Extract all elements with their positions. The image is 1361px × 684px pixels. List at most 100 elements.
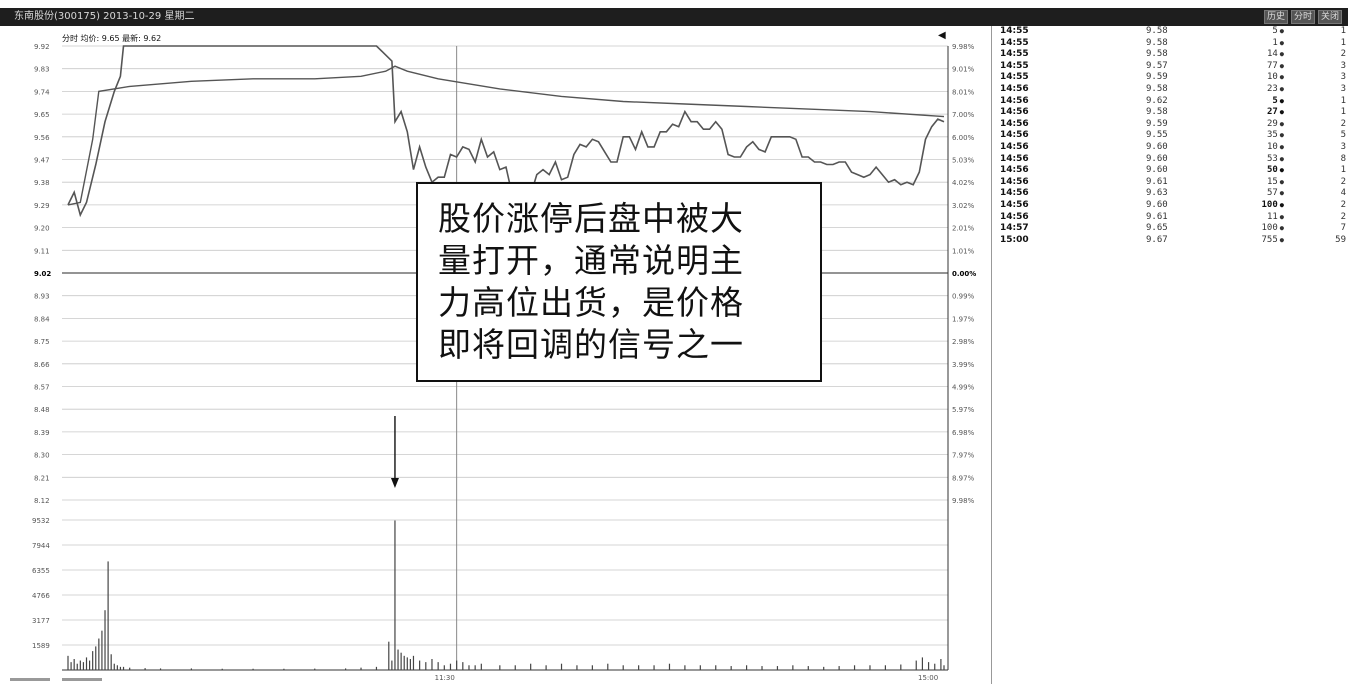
tick-count: 59	[1335, 234, 1346, 245]
tick-row: 15:00 9.67 755 ● 59	[996, 235, 1354, 247]
annotation-line: 量打开，通常说明主	[438, 241, 744, 280]
tick-count: 2	[1340, 118, 1346, 129]
percent-tick-label: 7.97%	[952, 452, 975, 460]
tick-count: 4	[1340, 188, 1346, 199]
tick-row: 14:56 9.63 57 ● 4	[996, 188, 1354, 200]
price-tick-label: 9.11	[34, 247, 50, 255]
volume-tick-label: 6355	[32, 567, 50, 575]
percent-tick-label: 2.01%	[952, 225, 975, 233]
tick-row: 14:55 9.58 5 ● 1	[996, 26, 1354, 38]
tick-volume: 10 ●	[1234, 142, 1284, 154]
tick-trades-list[interactable]: 14:55 9.58 5 ● 1 14:55 9.58 1 ● 1 14:55 9.58 14 ● 2 14:…	[996, 26, 1354, 366]
tick-time: 15:00	[1000, 234, 1029, 245]
tick-price: 9.59	[1146, 72, 1168, 83]
tick-count: 7	[1340, 223, 1346, 234]
percent-tick-label: 1.97%	[952, 315, 975, 323]
percent-tick-label: 9.01%	[952, 66, 975, 74]
tick-row: 14:56 9.60 10 ● 3	[996, 142, 1354, 154]
price-tick-label: 8.93	[34, 293, 50, 301]
tick-volume-value: 23	[1266, 83, 1278, 94]
tick-volume-value: 5	[1272, 95, 1278, 106]
percent-tick-label: 0.99%	[952, 293, 975, 301]
volume-tick-label: 7944	[32, 542, 50, 550]
percent-tick-label: 6.00%	[952, 134, 975, 142]
volume-tick-label: 1589	[32, 642, 50, 650]
tick-volume: 77 ●	[1234, 61, 1284, 73]
trade-side-icon: ●	[1279, 38, 1284, 47]
tick-price: 9.58	[1146, 83, 1168, 94]
tick-volume: 50 ●	[1234, 165, 1284, 177]
tick-volume-value: 14	[1266, 49, 1278, 60]
tick-volume: 1 ●	[1234, 38, 1284, 50]
tick-volume-value: 77	[1266, 60, 1278, 71]
tick-price: 9.58	[1146, 49, 1168, 60]
price-tick-label: 9.65	[34, 111, 50, 119]
tick-price: 9.65	[1146, 223, 1168, 234]
percent-tick-label: 6.98%	[952, 429, 975, 437]
tick-time: 14:56	[1000, 130, 1029, 141]
price-tick-label: 9.20	[34, 225, 50, 233]
tick-time: 14:56	[1000, 188, 1029, 199]
trade-side-icon: ●	[1279, 142, 1284, 151]
tick-row: 14:55 9.57 77 ● 3	[996, 61, 1354, 73]
tick-count: 2	[1340, 49, 1346, 60]
tick-volume-value: 11	[1266, 211, 1278, 222]
trade-side-icon: ●	[1279, 73, 1284, 82]
tick-volume: 100 ●	[1234, 223, 1284, 235]
tick-row: 14:57 9.65 100 ● 7	[996, 223, 1354, 235]
tick-time: 14:57	[1000, 223, 1029, 234]
tick-price: 9.60	[1146, 141, 1168, 152]
tick-count: 8	[1340, 153, 1346, 164]
price-tick-label: 9.83	[34, 66, 50, 74]
tick-volume: 11 ●	[1234, 212, 1284, 224]
tick-row: 14:56 9.60 53 ● 8	[996, 154, 1354, 166]
tick-time: 14:55	[1000, 72, 1029, 83]
price-tick-label: 9.56	[34, 134, 50, 142]
tick-row: 14:55 9.58 1 ● 1	[996, 38, 1354, 50]
tick-time: 14:56	[1000, 118, 1029, 129]
tick-time: 14:55	[1000, 60, 1029, 71]
history-button[interactable]: 历史	[1264, 10, 1288, 24]
price-tick-label: 8.12	[34, 497, 50, 505]
status-segment	[62, 678, 102, 681]
tick-count: 1	[1340, 95, 1346, 106]
window-controls: 历史 分时 关闭	[1264, 10, 1342, 24]
left-arrow-icon[interactable]: ◀	[938, 30, 946, 41]
tick-time: 14:55	[1000, 26, 1029, 36]
annotation-arrow-head	[390, 478, 399, 488]
tick-row: 14:56 9.60 100 ● 2	[996, 200, 1354, 212]
tick-price: 9.61	[1146, 176, 1168, 187]
trade-side-icon: ●	[1279, 84, 1284, 93]
tick-volume: 53 ●	[1234, 154, 1284, 166]
volume-tick-label: 4766	[32, 592, 50, 600]
price-tick-label: 9.74	[34, 88, 50, 96]
percent-tick-label: 2.98%	[952, 338, 975, 346]
trade-side-icon: ●	[1279, 177, 1284, 186]
average-price-line	[67, 65, 945, 206]
tick-volume: 755 ●	[1234, 235, 1284, 247]
window-titlebar: 东南股份(300175) 2013-10-29 星期二 历史 分时 关闭	[0, 8, 1348, 26]
tick-volume: 14 ●	[1234, 49, 1284, 61]
tick-count: 3	[1340, 83, 1346, 94]
tick-price: 9.55	[1146, 130, 1168, 141]
percent-tick-label: 5.03%	[952, 157, 975, 165]
tick-volume-value: 35	[1266, 130, 1278, 141]
tick-count: 3	[1340, 141, 1346, 152]
tick-volume: 100 ●	[1234, 200, 1284, 212]
trade-side-icon: ●	[1279, 189, 1284, 198]
tick-volume-value: 15	[1266, 176, 1278, 187]
close-button[interactable]: 关闭	[1318, 10, 1342, 24]
tick-time: 14:56	[1000, 107, 1029, 118]
tick-volume: 10 ●	[1234, 72, 1284, 84]
tick-time: 14:56	[1000, 176, 1029, 187]
trade-side-icon: ●	[1279, 200, 1284, 209]
price-tick-label: 8.84	[34, 315, 50, 323]
tick-time: 14:55	[1000, 37, 1029, 48]
trade-side-icon: ●	[1279, 131, 1284, 140]
tick-count: 5	[1340, 130, 1346, 141]
tick-price: 9.59	[1146, 118, 1168, 129]
intraday-button[interactable]: 分时	[1291, 10, 1315, 24]
tick-row: 14:56 9.61 11 ● 2	[996, 212, 1354, 224]
tick-volume-value: 53	[1266, 153, 1278, 164]
tick-count: 1	[1340, 26, 1346, 36]
